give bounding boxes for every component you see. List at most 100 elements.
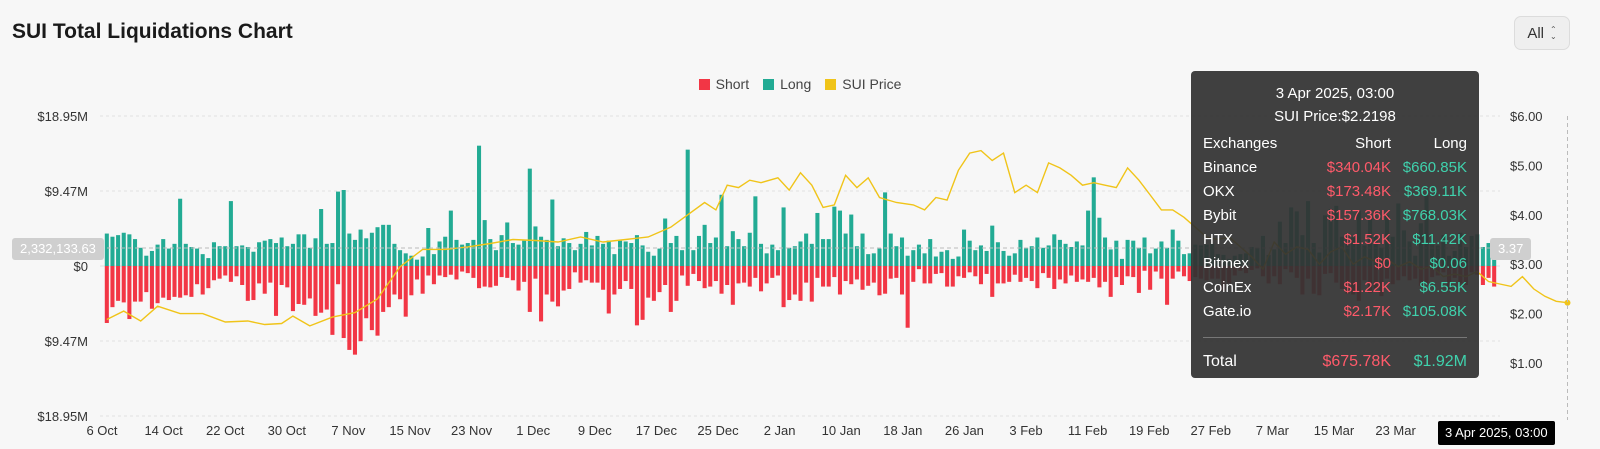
- long-bar: [945, 250, 950, 266]
- short-bar: [279, 266, 284, 285]
- long-bar: [510, 243, 515, 266]
- long-bar: [888, 233, 893, 266]
- short-bar: [1114, 266, 1119, 278]
- long-bar: [347, 233, 352, 266]
- short-bar: [1142, 266, 1147, 271]
- tooltip-divider: [1203, 337, 1467, 338]
- short-bar: [990, 266, 995, 297]
- short-bar: [341, 266, 346, 339]
- long-bar: [1159, 241, 1164, 266]
- long-bar: [319, 209, 324, 266]
- tooltip-long-value: $660.85K: [1402, 158, 1467, 176]
- short-bar: [358, 266, 363, 342]
- long-bar: [843, 233, 848, 266]
- chevron-up-down-icon: ⌃ ⌄: [1549, 25, 1557, 41]
- long-bar: [1114, 240, 1119, 266]
- short-bar: [110, 266, 115, 308]
- short-bar: [663, 266, 668, 285]
- short-bar: [477, 266, 482, 289]
- short-bar: [240, 266, 245, 285]
- short-bar: [1103, 266, 1108, 282]
- short-bar: [854, 266, 859, 280]
- tooltip-total-label: Total: [1203, 353, 1237, 370]
- short-bar: [702, 266, 707, 289]
- long-bar: [420, 256, 425, 266]
- x-tick-label: 6 Oct: [86, 423, 117, 438]
- short-bar: [730, 266, 735, 305]
- chart-legend: Short Long SUI Price: [0, 76, 1600, 92]
- tooltip-row-0: Binance $340.04K $660.85K: [1203, 155, 1467, 179]
- legend-item-long[interactable]: Long: [763, 76, 811, 92]
- short-bar: [804, 266, 809, 283]
- short-bar: [899, 266, 905, 295]
- short-bar: [527, 266, 532, 312]
- short-bar: [488, 266, 493, 288]
- x-tick-label: 2 Jan: [764, 423, 796, 438]
- x-tick-label: 10 Jan: [822, 423, 861, 438]
- price-cursor-point: [1564, 299, 1571, 306]
- long-bar: [488, 239, 493, 266]
- range-select[interactable]: All ⌃ ⌄: [1514, 16, 1570, 50]
- short-bar: [623, 266, 628, 282]
- short-bar: [758, 266, 764, 292]
- short-bar: [471, 266, 476, 278]
- long-bar: [460, 244, 465, 266]
- short-bar: [149, 266, 154, 309]
- short-bar: [273, 266, 279, 316]
- short-bar: [200, 266, 205, 295]
- long-bar: [950, 258, 955, 266]
- long-bar: [482, 220, 487, 266]
- long-bar: [1097, 217, 1102, 266]
- short-bar: [386, 266, 391, 308]
- short-bar: [285, 266, 290, 288]
- short-bar: [1153, 266, 1158, 272]
- short-bar: [510, 266, 515, 281]
- legend-item-price[interactable]: SUI Price: [825, 76, 901, 92]
- long-bar: [916, 244, 921, 266]
- long-bar: [200, 254, 205, 266]
- short-bar: [505, 266, 510, 278]
- long-bar: [1187, 253, 1192, 266]
- long-bar: [1063, 243, 1068, 266]
- long-bar: [273, 243, 279, 266]
- long-bar: [539, 236, 544, 266]
- legend-swatch-short: [698, 78, 710, 90]
- long-bar: [1119, 258, 1124, 266]
- long-bar: [477, 145, 482, 266]
- short-bar: [1097, 266, 1102, 288]
- long-bar: [448, 210, 453, 266]
- long-bar: [217, 246, 222, 266]
- tooltip-total-long: $1.92M: [1413, 353, 1467, 370]
- long-bar: [572, 250, 577, 266]
- short-bar: [307, 266, 312, 299]
- short-bar: [465, 266, 470, 274]
- long-bar: [1142, 237, 1147, 266]
- long-bar: [674, 235, 679, 266]
- y-left-tick-label: $18.95M: [37, 409, 88, 424]
- long-bar: [127, 234, 132, 266]
- legend-item-short[interactable]: Short: [698, 76, 750, 92]
- short-bar: [234, 266, 239, 277]
- short-bar: [1136, 266, 1141, 293]
- long-bar: [1029, 246, 1034, 266]
- short-bar: [792, 266, 797, 295]
- legend-label-short: Short: [715, 76, 750, 92]
- y-right-tick-label: $6.00: [1510, 109, 1543, 124]
- tooltip-row-2: Bybit $157.36K $768.03K: [1203, 203, 1467, 227]
- long-bar: [928, 239, 933, 266]
- tooltip-short-value: $173.48K: [1326, 182, 1391, 200]
- x-tick-label: 7 Mar: [1256, 423, 1290, 438]
- short-bar: [364, 266, 369, 319]
- short-bar: [1001, 266, 1006, 284]
- long-bar: [877, 248, 882, 266]
- long-bar: [245, 247, 250, 266]
- short-bar: [1159, 266, 1164, 279]
- short-bar: [849, 266, 854, 285]
- long-bar: [398, 250, 403, 266]
- long-bar: [522, 240, 527, 266]
- long-bar: [612, 254, 617, 266]
- short-bar: [798, 266, 803, 301]
- tooltip-exchange-value: Bitmex: [1203, 254, 1249, 272]
- long-bar: [228, 201, 233, 266]
- tooltip-long-value: $369.11K: [1403, 182, 1467, 200]
